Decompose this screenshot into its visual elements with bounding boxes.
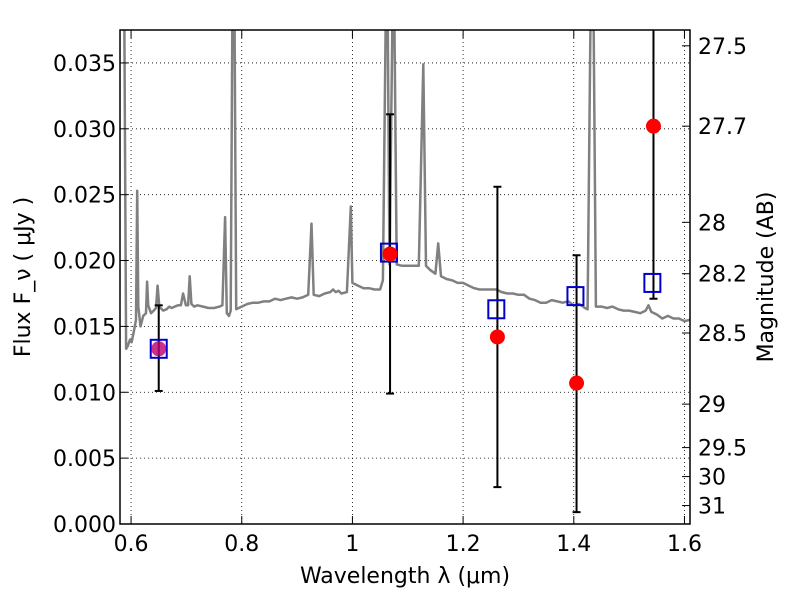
x-tick-label: 1.4 xyxy=(556,532,591,557)
y-tick-label: 0.035 xyxy=(53,52,116,77)
y-axis-ticks: 0.000 0.005 0.010 0.015 0.020 0.025 0.030 0.035 xyxy=(53,52,128,538)
plot-frame xyxy=(119,29,691,525)
right-tick-label: 28 xyxy=(698,211,726,236)
model-spectrum-line xyxy=(122,30,690,351)
y-tick-label: 0.005 xyxy=(53,447,116,472)
grid xyxy=(120,30,690,525)
x-axis-ticks: 0.6 0.8 1 1.2 1.4 1.6 xyxy=(114,30,702,557)
y-tick-label: 0.000 xyxy=(53,513,116,538)
right-tick-label: 27.5 xyxy=(698,35,747,60)
model-photometry-square xyxy=(487,299,506,320)
x-axis-title: Wavelength λ (μm) xyxy=(300,564,510,589)
model-photometry-square xyxy=(149,338,168,359)
y-axis-title: Flux F_ν ( μJy ) xyxy=(11,197,36,357)
model-photometry-square xyxy=(643,272,662,293)
model-photometry-square xyxy=(566,286,585,307)
observed-flux-point-overlay xyxy=(151,341,167,357)
x-tick-label: 1.2 xyxy=(446,532,481,557)
observed-flux-point xyxy=(569,375,585,391)
right-tick-label: 29.5 xyxy=(698,437,747,462)
observed-flux-point xyxy=(489,329,505,345)
right-tick-label: 28.5 xyxy=(698,322,747,347)
y-tick-label: 0.030 xyxy=(53,118,116,143)
observed-flux-point xyxy=(645,118,661,134)
right-axis-ticks: 27.5 27.7 28 28.2 28.5 29 29.5 30 31 xyxy=(682,35,747,520)
model-photometry-markers xyxy=(149,242,662,359)
right-axis-title: Magnitude (AB) xyxy=(754,192,779,363)
right-tick-label: 28.2 xyxy=(698,263,747,288)
right-tick-label: 27.7 xyxy=(698,115,747,140)
y-tick-label: 0.010 xyxy=(53,381,116,406)
y-tick-label: 0.020 xyxy=(53,250,116,275)
x-tick-label: 0.6 xyxy=(114,532,149,557)
observed-flux-markers xyxy=(151,118,661,391)
x-tick-label: 1.6 xyxy=(667,532,702,557)
y-tick-label: 0.015 xyxy=(53,315,116,340)
right-tick-label: 29 xyxy=(698,393,726,418)
observed-flux-point xyxy=(151,341,167,357)
x-tick-label: 0.8 xyxy=(224,532,259,557)
right-tick-label: 30 xyxy=(698,466,726,491)
x-tick-label: 1 xyxy=(345,532,359,557)
model-spectrum xyxy=(122,30,690,351)
observed-flux-point xyxy=(382,246,398,262)
y-tick-label: 0.025 xyxy=(53,184,116,209)
right-tick-label: 31 xyxy=(698,495,726,520)
